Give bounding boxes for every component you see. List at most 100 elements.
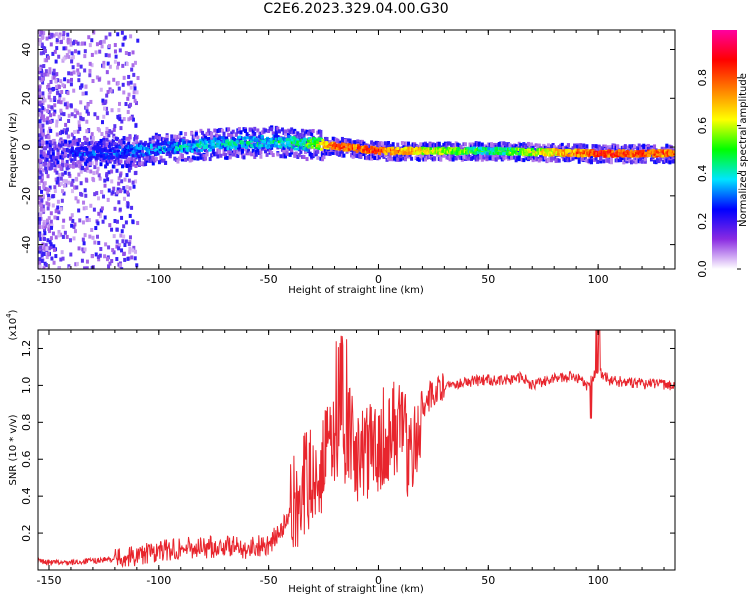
spectrogram-cell bbox=[112, 186, 116, 191]
spectrogram-cell bbox=[364, 145, 368, 149]
spectrogram-cell bbox=[50, 105, 54, 110]
spectrogram-cell bbox=[531, 158, 535, 163]
spectrogram-cell bbox=[117, 61, 121, 66]
spectrogram-cell bbox=[225, 136, 229, 140]
spectrogram-cell bbox=[463, 142, 467, 147]
spectrogram-cell bbox=[420, 156, 424, 161]
spectrogram-cell bbox=[133, 60, 137, 65]
spectrogram-cell bbox=[173, 148, 177, 152]
spectrogram-cell bbox=[468, 156, 472, 161]
spectrogram-cell bbox=[61, 172, 65, 177]
spectrogram-cell bbox=[562, 153, 566, 157]
spectrogram-cell bbox=[573, 143, 577, 148]
spectrogram-cell bbox=[127, 153, 131, 157]
spectrogram-cell bbox=[234, 142, 238, 146]
spectrogram-cell bbox=[296, 154, 300, 159]
spectrogram-cell bbox=[342, 145, 346, 149]
spectrogram-cell bbox=[165, 142, 169, 146]
snr-scale-prefix: (x10 bbox=[8, 318, 19, 341]
spectrogram-cell bbox=[62, 97, 66, 102]
spectrogram-cell bbox=[355, 149, 359, 153]
spectrogram-cell bbox=[75, 110, 79, 115]
spectrogram-cell bbox=[133, 249, 137, 254]
spectrogram-cell bbox=[488, 156, 492, 161]
spectrogram-cell bbox=[565, 156, 569, 161]
spectrogram-cell bbox=[513, 143, 517, 148]
spectrogram-cell bbox=[596, 159, 600, 164]
spectrogram-cell bbox=[282, 149, 286, 154]
spectrogram-cell bbox=[176, 148, 180, 152]
spectrogram-cell bbox=[83, 233, 87, 238]
spectrogram-cell bbox=[253, 151, 257, 156]
spectrogram-cell bbox=[154, 157, 158, 162]
spectrogram-cell bbox=[69, 103, 73, 108]
spectrogram-cell bbox=[38, 91, 42, 96]
spectrogram-cell bbox=[101, 143, 105, 148]
spectrogram-cell bbox=[41, 80, 45, 85]
spectrogram-cell bbox=[41, 139, 45, 144]
spectrogram-cell bbox=[131, 142, 135, 147]
spectrogram-cell bbox=[108, 142, 112, 147]
spectrogram-cell bbox=[256, 128, 260, 133]
spectrogram-cell bbox=[368, 156, 372, 161]
spectrogram-cell bbox=[55, 170, 59, 175]
spectrogram-cell bbox=[132, 95, 136, 100]
spectrogram-cell bbox=[51, 139, 55, 144]
spectrogram-cell bbox=[336, 139, 340, 144]
spectrogram-cell bbox=[191, 137, 195, 142]
spectrogram-cell bbox=[316, 149, 320, 154]
spectrogram-cell bbox=[468, 143, 472, 148]
spectrogram-cell bbox=[591, 144, 595, 149]
spectrogram-cell bbox=[132, 184, 136, 189]
spectrogram-cell bbox=[55, 132, 59, 137]
spectrogram-cell bbox=[288, 130, 292, 135]
spectrogram-cell bbox=[101, 98, 105, 103]
spectrogram-cell bbox=[69, 42, 73, 47]
spectrogram-cell bbox=[181, 139, 185, 143]
spectrogram-cell bbox=[330, 146, 334, 150]
spectrogram-cell bbox=[391, 146, 395, 150]
spectrogram-cell bbox=[383, 150, 387, 154]
spectrogram-cell bbox=[169, 147, 173, 151]
spectrogram-cell bbox=[376, 154, 380, 159]
spectrogram-cell bbox=[460, 156, 464, 161]
spectrogram-cell bbox=[474, 157, 478, 162]
spectrogram-cell bbox=[308, 144, 312, 148]
spectrogram-cell bbox=[525, 156, 529, 161]
spectrogram-cell bbox=[279, 139, 283, 143]
spectrogram-cell bbox=[53, 109, 57, 114]
spectrogram-cell bbox=[65, 234, 69, 239]
spectrogram-cell bbox=[59, 207, 63, 212]
y-tick-label: 20 bbox=[20, 91, 33, 105]
spectrogram-cell bbox=[108, 64, 112, 69]
spectrogram-cell bbox=[310, 154, 314, 159]
spectrogram-cell bbox=[100, 206, 104, 211]
spectrogram-cell bbox=[226, 139, 230, 143]
spectrogram-cell bbox=[607, 154, 611, 158]
spectrogram-cell bbox=[98, 253, 102, 258]
spectrogram-cell bbox=[123, 242, 127, 247]
spectrogram-cell bbox=[51, 231, 55, 236]
spectrogram-cell bbox=[41, 233, 45, 238]
spectrogram-cell bbox=[200, 130, 204, 135]
spectrogram-cell bbox=[42, 45, 46, 50]
spectrogram-cell bbox=[111, 147, 115, 151]
spectrogram-cell bbox=[49, 42, 53, 47]
spectrogram-cell bbox=[88, 61, 92, 66]
spectrogram-cell bbox=[49, 113, 53, 118]
spectrogram-cell bbox=[58, 93, 62, 98]
spectrogram-cell bbox=[159, 150, 163, 154]
spectrogram-cell bbox=[231, 150, 235, 155]
spectrogram-cell bbox=[130, 157, 134, 162]
spectrogram-cell bbox=[45, 36, 49, 41]
spectrogram-cell bbox=[223, 143, 227, 147]
spectrogram-cell bbox=[55, 180, 59, 185]
spectrogram-cell bbox=[83, 266, 87, 269]
spectrogram-cell bbox=[560, 142, 564, 147]
spectrogram-cell bbox=[122, 136, 126, 141]
spectrogram-cell bbox=[273, 134, 277, 138]
spectrogram-cell bbox=[113, 49, 117, 54]
spectrogram-cell bbox=[317, 146, 321, 150]
spectrogram-cell bbox=[422, 157, 426, 162]
spectrogram-cell bbox=[118, 207, 122, 212]
